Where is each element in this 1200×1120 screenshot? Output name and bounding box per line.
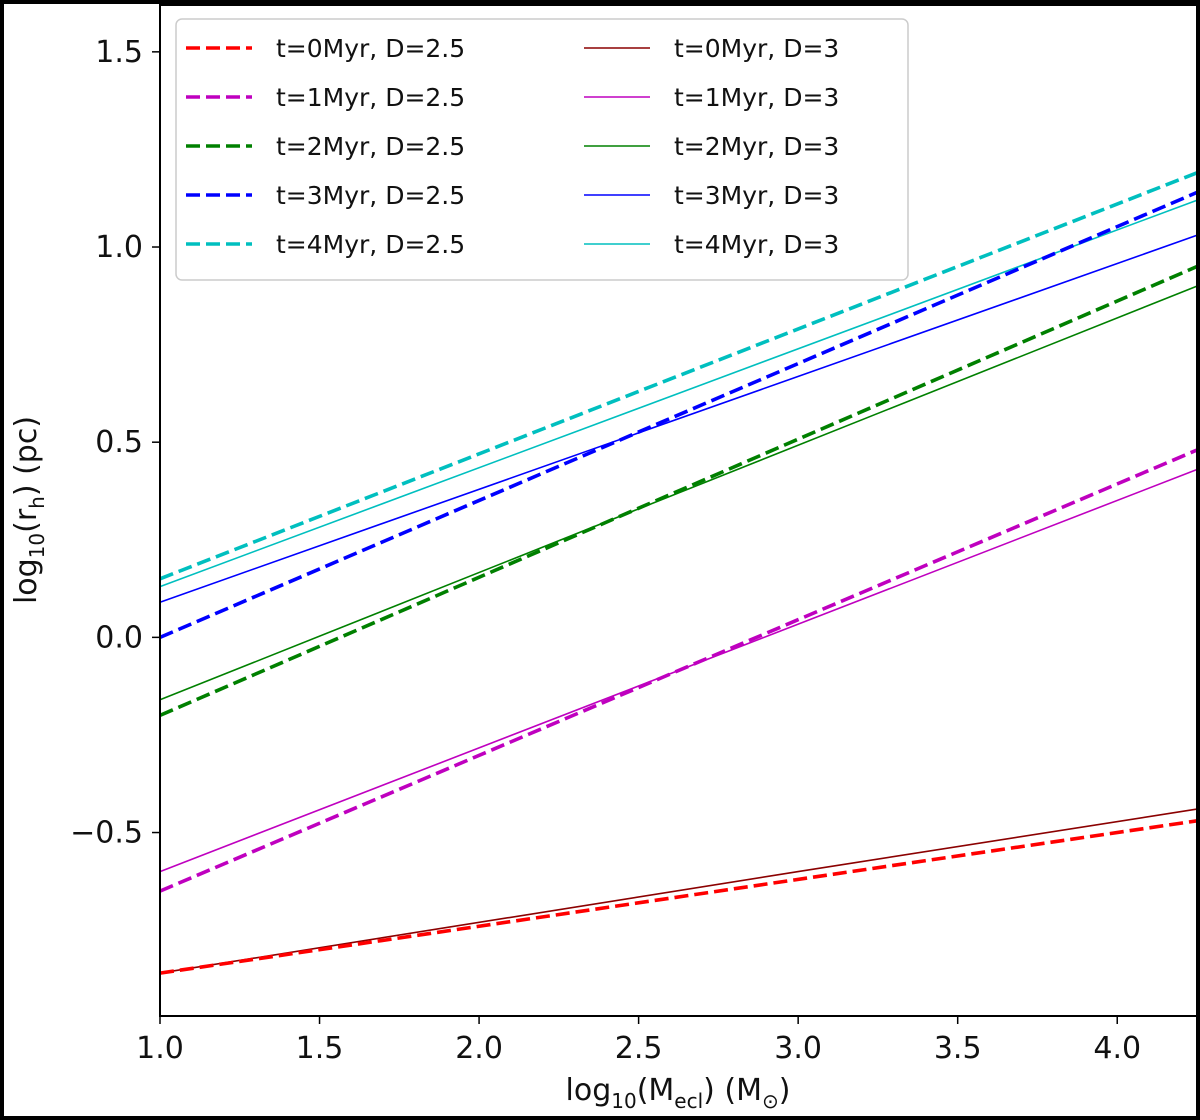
x-axis-label: log10(Mecl) (M⊙) [566,1073,791,1113]
x-label-log: log [566,1073,612,1108]
y-label-log: log [9,558,44,604]
y-axis-ticks: −0.5 0.0 0.5 1.0 1.5 [70,35,160,851]
x-label-mass-sub: ecl [674,1089,703,1113]
x-tick-label: 1.5 [296,1031,344,1066]
legend-label: t=3Myr, D=3 [674,181,839,210]
series-layer [159,171,1198,975]
legend-label: t=0Myr, D=2.5 [276,34,465,63]
y-tick-label: 1.5 [95,35,143,70]
y-label-radius-sub: h [25,496,49,509]
series-line-t-2myr-d-3 [159,285,1198,701]
y-tick-label: 0.5 [95,425,143,460]
legend-label: t=3Myr, D=2.5 [276,181,465,210]
series-line-t-1myr-d-2-5 [159,448,1198,893]
legend-box [175,18,909,281]
legend-label: t=2Myr, D=2.5 [276,132,465,161]
y-label-radius: (r [9,508,44,533]
legend-label: t=2Myr, D=3 [674,132,839,161]
legend-label: t=0Myr, D=3 [674,34,839,63]
y-tick-label: 0.0 [95,620,143,655]
series-line-t-4myr-d-3 [159,199,1198,588]
legend-label: t=4Myr, D=2.5 [276,230,465,259]
x-tick-label: 3.5 [934,1031,982,1066]
x-tick-label: 2.5 [615,1031,663,1066]
sun-symbol: ⊙ [762,1089,779,1113]
x-tick-label: 3.0 [774,1031,822,1066]
x-axis-ticks: 1.0 1.5 2.0 2.5 3.0 3.5 4.0 [136,1016,1141,1066]
x-tick-label: 2.0 [455,1031,503,1066]
series-line-t-3myr-d-2-5 [159,190,1198,640]
series-line-t-0myr-d-3 [159,808,1198,974]
y-tick-label: −0.5 [70,816,143,851]
x-label-log-sub: 10 [611,1089,636,1113]
x-label-unit: ) (M [703,1073,762,1108]
series-line-t-4myr-d-2-5 [159,171,1198,581]
legend-label: t=1Myr, D=2.5 [276,83,465,112]
legend-label: t=1Myr, D=3 [674,83,839,112]
x-label-close: ) [779,1073,791,1108]
series-line-t-3myr-d-3 [159,234,1198,603]
x-label-mass: (M [637,1073,675,1108]
y-label-log-sub: 10 [25,533,49,558]
plot-area [159,4,1198,1017]
y-label-unit: ) (pc) [9,416,44,496]
legend: t=0Myr, D=2.5 t=1Myr, D=2.5 t=2Myr, D=2.5 t… [175,18,909,281]
y-axis-label: log10(rh) (pc) [9,416,49,604]
x-tick-label: 1.0 [136,1031,184,1066]
y-tick-label: 1.0 [95,230,143,265]
x-tick-label: 4.0 [1093,1031,1141,1066]
legend-label: t=4Myr, D=3 [674,230,839,259]
series-line-t-2myr-d-2-5 [159,264,1198,718]
series-line-t-0myr-d-2-5 [159,819,1198,975]
